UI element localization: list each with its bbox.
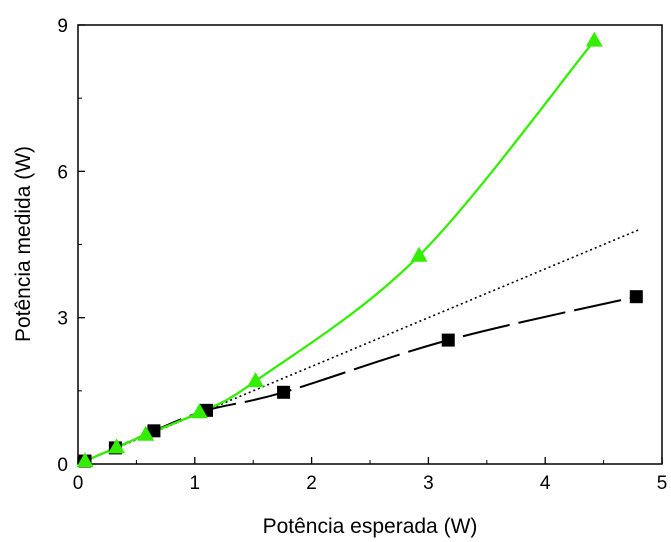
triangle-marker: [108, 438, 126, 454]
y-tick-label: 0: [57, 455, 68, 476]
series-line-black: [84, 295, 637, 462]
x-axis-title: Potência esperada (W): [263, 515, 478, 538]
y-tick-label: 9: [57, 16, 68, 37]
y-axis-title: Potência medida (W): [12, 146, 35, 342]
x-axis-ticks: 0 1 2 3 4 5: [73, 457, 668, 494]
x-tick-label: 4: [540, 473, 551, 494]
square-marker: [147, 424, 161, 438]
y-tick-label: 6: [57, 162, 68, 183]
square-marker: [277, 385, 291, 399]
square-marker: [629, 290, 643, 304]
x-tick-label: 5: [657, 473, 668, 494]
triangle-marker: [585, 31, 603, 47]
triangle-marker: [247, 372, 265, 388]
square-marker: [441, 333, 455, 347]
triangle-marker: [190, 403, 208, 419]
series-layer: [76, 31, 643, 468]
x-tick-label: 0: [73, 473, 84, 494]
series-line-green: [84, 39, 596, 463]
plot-frame: [77, 24, 663, 465]
y-axis-ticks: 0 3 6 9: [57, 16, 85, 476]
x-tick-label: 2: [306, 473, 317, 494]
triangle-marker: [137, 425, 155, 441]
y-tick-label: 3: [57, 309, 68, 330]
x-tick-label: 3: [423, 473, 434, 494]
x-tick-label: 1: [190, 473, 201, 494]
triangle-marker: [76, 452, 94, 468]
triangle-marker: [410, 246, 428, 262]
